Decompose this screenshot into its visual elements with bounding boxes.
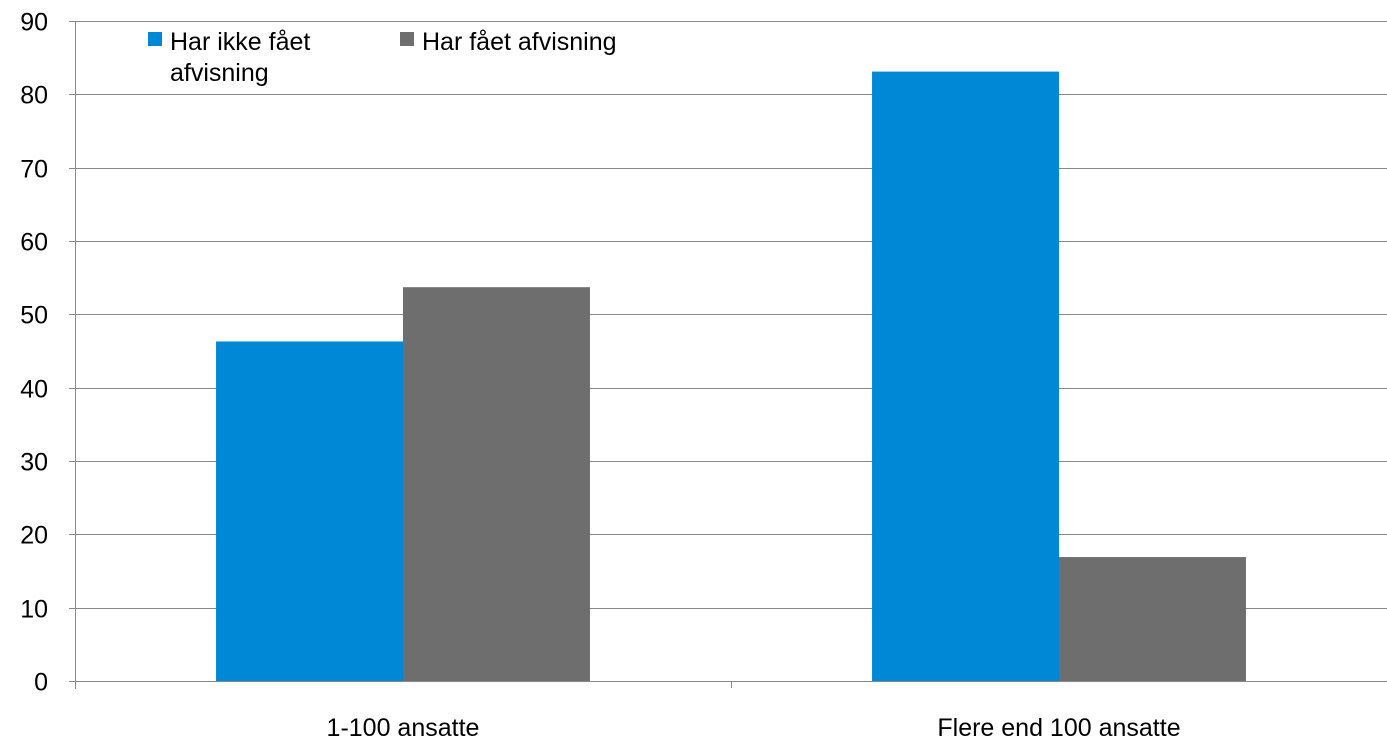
x-category-label: Flere end 100 ansatte	[937, 714, 1180, 741]
y-tick-label: 60	[20, 229, 48, 257]
y-tick-label: 20	[20, 522, 48, 550]
axes: 0 10 20 30 40 50 60 70 80 90 1-100 ansatte Flere en…	[20, 9, 1387, 741]
legend-label: afvisning	[170, 59, 269, 87]
bar-har-faaet-afvisning-1	[403, 287, 590, 681]
y-tick-label: 80	[20, 82, 48, 110]
legend-label: Har fået afvisning	[422, 28, 617, 56]
bar-har-ikke-faaet-afvisning-2	[872, 71, 1059, 682]
y-tick-label: 40	[20, 376, 48, 404]
y-tick-label: 70	[20, 156, 48, 184]
bar-har-ikke-faaet-afvisning-1	[216, 341, 403, 681]
legend-swatch	[148, 32, 162, 46]
bar-har-faaet-afvisning-2	[1059, 557, 1246, 681]
legend-label: Har ikke fået	[170, 28, 310, 56]
y-tick-label: 0	[34, 669, 48, 697]
legend-swatch	[400, 32, 414, 46]
legend: Har ikke fået afvisning Har fået afvisning	[148, 28, 617, 87]
x-category-label: 1-100 ansatte	[327, 714, 480, 741]
y-tick-label: 90	[20, 9, 48, 37]
y-tick-label: 50	[20, 302, 48, 330]
y-tick-label: 30	[20, 449, 48, 477]
y-tick-label: 10	[20, 596, 48, 624]
bars	[216, 71, 1246, 682]
